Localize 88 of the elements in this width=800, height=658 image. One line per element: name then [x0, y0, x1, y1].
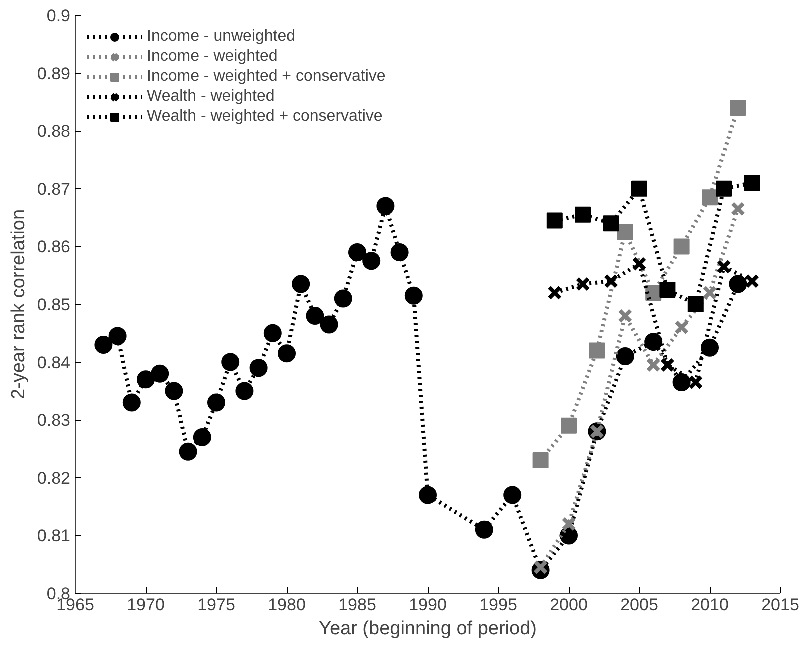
y-tick-label: 0.82	[37, 468, 71, 488]
point	[646, 358, 661, 372]
point	[533, 560, 548, 575]
point	[348, 243, 366, 262]
y-tick-label: 0.9	[46, 6, 71, 26]
x-tick-label: 1970	[127, 596, 165, 614]
x-tick-label: 1995	[480, 596, 518, 614]
x-axis-title: Year (beginning of period)	[319, 618, 537, 640]
y-tick-label: 0.83	[37, 411, 71, 430]
point	[576, 276, 590, 292]
legend-label: Wealth - weighted	[147, 88, 275, 106]
point	[562, 516, 576, 532]
point	[674, 238, 690, 255]
x-tick-label: 1975	[198, 596, 236, 614]
point	[701, 338, 719, 357]
point	[236, 382, 254, 400]
point	[716, 260, 732, 274]
point	[137, 370, 155, 389]
legend-label: Income - weighted + conservative	[147, 68, 386, 86]
point	[660, 282, 676, 298]
y-tick-label: 0.81	[37, 526, 71, 546]
y-tick-label: 0.88	[37, 122, 71, 142]
point	[702, 190, 718, 206]
x-tick-label: 2015	[762, 596, 800, 614]
point	[306, 307, 324, 326]
point	[561, 418, 577, 434]
point	[617, 224, 634, 240]
point	[674, 320, 690, 335]
legend-label: Wealth - weighted + conservative	[147, 108, 383, 126]
point	[730, 202, 746, 216]
point	[376, 197, 395, 216]
point	[688, 296, 704, 312]
point	[688, 375, 704, 390]
point	[390, 243, 409, 262]
point	[504, 486, 522, 504]
point	[716, 180, 732, 197]
point	[122, 394, 141, 412]
legend-label: Income - unweighted	[147, 28, 296, 46]
point	[165, 382, 184, 400]
legend-label: Income - weighted	[147, 48, 278, 66]
point	[404, 286, 423, 305]
point	[320, 316, 338, 334]
point	[151, 364, 170, 383]
x-tick-label: 2010	[691, 596, 729, 614]
point	[702, 286, 718, 300]
point	[744, 175, 760, 192]
point	[632, 256, 647, 272]
y-tick-label: 0.85	[37, 296, 71, 314]
point	[589, 342, 606, 359]
point	[264, 324, 282, 342]
point	[546, 212, 563, 229]
point	[603, 216, 620, 232]
point	[208, 394, 226, 412]
point	[548, 286, 562, 300]
point	[730, 100, 746, 116]
y-tick-label: 0.89	[37, 64, 71, 84]
point	[334, 290, 352, 308]
point	[475, 520, 494, 539]
point	[250, 359, 268, 378]
point	[632, 180, 648, 197]
x-tick-label: 2000	[550, 596, 588, 614]
point	[419, 486, 437, 504]
x-tick-label: 1990	[409, 596, 447, 614]
point	[292, 275, 310, 294]
point	[672, 374, 691, 392]
point	[193, 428, 212, 446]
point	[222, 353, 240, 372]
y-tick-label: 0.87	[37, 180, 71, 199]
point	[729, 275, 748, 294]
y-tick-label: 0.86	[37, 238, 71, 257]
y-axis-title: 2-year rank correlation	[8, 209, 30, 400]
point	[362, 252, 381, 270]
point	[744, 274, 760, 289]
point	[575, 206, 592, 223]
x-tick-label: 1980	[268, 596, 306, 614]
x-tick-label: 2005	[620, 596, 658, 614]
point	[616, 348, 634, 366]
x-tick-label: 1985	[338, 596, 376, 614]
point	[278, 344, 296, 363]
point	[108, 327, 127, 346]
point	[660, 358, 676, 372]
y-tick-label: 0.84	[37, 353, 71, 372]
point	[94, 336, 113, 354]
point	[179, 442, 198, 461]
point	[618, 308, 633, 324]
point	[532, 452, 549, 469]
point	[604, 274, 619, 289]
point	[644, 333, 663, 352]
